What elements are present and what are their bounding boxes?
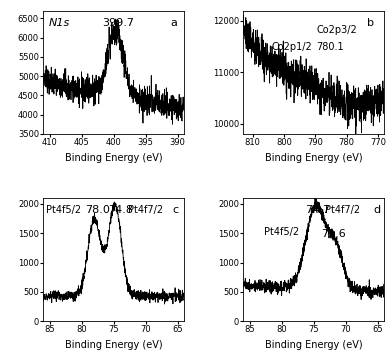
Text: c: c <box>173 205 179 215</box>
Text: a: a <box>170 17 177 27</box>
X-axis label: Binding Energy (eV): Binding Energy (eV) <box>265 340 363 350</box>
Text: 74.8: 74.8 <box>108 205 133 215</box>
X-axis label: Binding Energy (eV): Binding Energy (eV) <box>65 153 162 163</box>
Text: Pt4f5/2: Pt4f5/2 <box>46 205 81 215</box>
Text: d: d <box>373 205 380 215</box>
Text: Co2p1/2: Co2p1/2 <box>271 42 312 52</box>
Text: b: b <box>367 17 374 27</box>
Text: 780.1: 780.1 <box>316 42 344 52</box>
Text: 71.6: 71.6 <box>321 230 345 240</box>
Text: 74.7: 74.7 <box>305 205 330 215</box>
Text: Pt4f7/2: Pt4f7/2 <box>128 205 163 215</box>
Text: Pt4f7/2: Pt4f7/2 <box>325 205 360 215</box>
Text: N1s: N1s <box>49 17 70 27</box>
X-axis label: Binding Energy (eV): Binding Energy (eV) <box>265 153 363 163</box>
Text: Co2p3/2: Co2p3/2 <box>316 25 357 35</box>
Text: 78.0: 78.0 <box>85 205 110 215</box>
X-axis label: Binding Energy (eV): Binding Energy (eV) <box>65 340 162 350</box>
Text: Pt4f5/2: Pt4f5/2 <box>264 227 299 237</box>
Text: 399.7: 399.7 <box>102 17 134 27</box>
